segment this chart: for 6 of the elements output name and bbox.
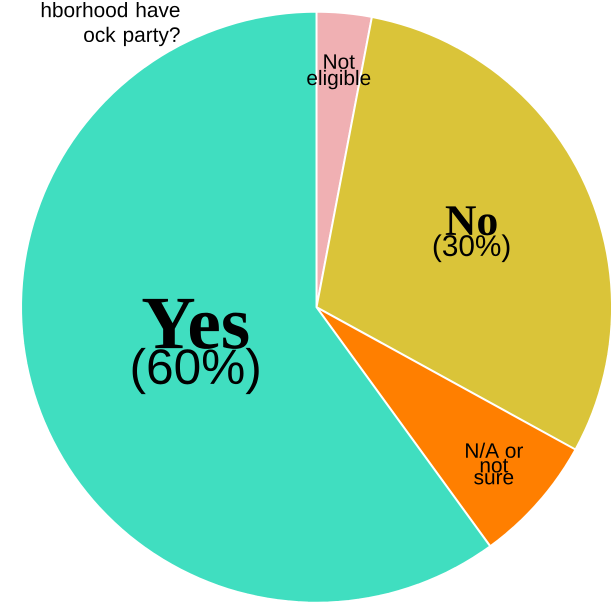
slice-label: Yes [142, 298, 248, 350]
slice-label: No [446, 206, 497, 236]
data-label: (30%) [434, 234, 510, 262]
chart-title: hborhood have ock party? [42, 2, 180, 46]
data-label: (60%) [132, 348, 259, 394]
slice-label: N/A or not sure [466, 442, 524, 485]
